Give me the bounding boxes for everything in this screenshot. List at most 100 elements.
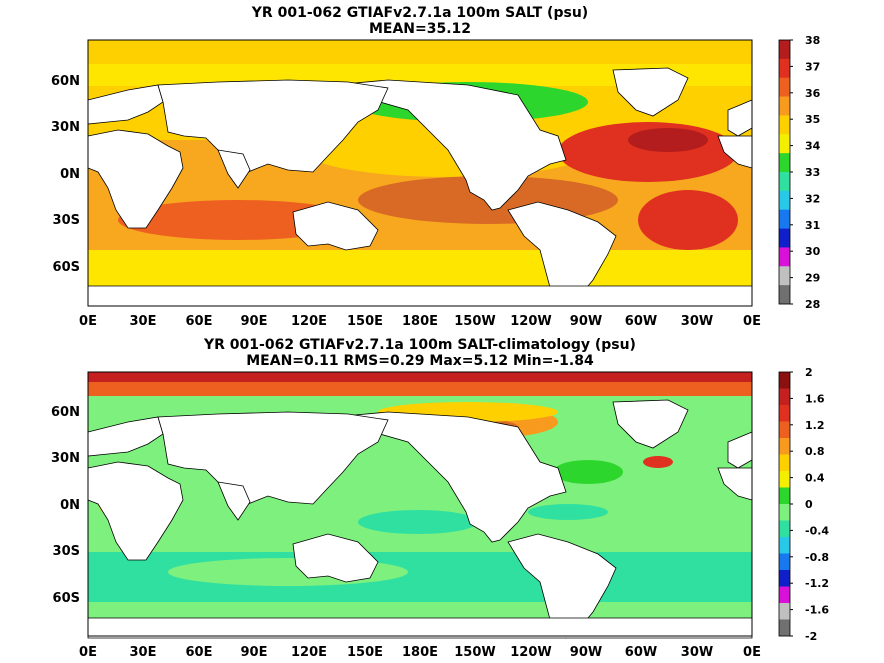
lat-tick: 30S <box>53 213 80 228</box>
colorbar-tick-label: 1.2 <box>805 419 825 432</box>
panel1-lat-axis: 60N 30N 0N 30S 60S <box>51 74 80 275</box>
colorbar-swatch <box>779 619 790 637</box>
lon-tick: 60E <box>186 645 213 660</box>
colorbar-swatch <box>779 454 790 472</box>
colorbar-swatch <box>779 421 790 439</box>
lon-tick: 0E <box>743 645 761 660</box>
lat-tick: 30S <box>53 544 80 559</box>
colorbar-tick-label: 37 <box>805 60 820 73</box>
lon-tick: 120E <box>291 314 327 329</box>
lon-tick: 30E <box>130 645 157 660</box>
lat-tick: 0N <box>60 167 80 182</box>
colorbar-tick-label: 1.6 <box>805 392 825 405</box>
lon-tick: 90W <box>570 645 602 660</box>
colorbar-swatch <box>779 372 790 389</box>
lon-tick: 0E <box>743 314 761 329</box>
panel1-map <box>87 39 753 307</box>
colorbar-swatch <box>779 504 790 521</box>
lat-tick: 60S <box>53 591 80 606</box>
lon-tick: 180E <box>402 645 438 660</box>
colorbar-swatch <box>779 586 790 604</box>
colorbar-swatch <box>779 77 790 97</box>
panel2-lon-axis: 0E 30E 60E 90E 120E 150E 180E 150W 120W … <box>79 645 761 660</box>
colorbar-swatch <box>779 487 790 505</box>
lat-tick: 0N <box>60 498 80 513</box>
lon-tick: 30W <box>681 314 713 329</box>
panel2-colorbar <box>778 371 791 637</box>
panel2-colorbar-labels: 2 1.6 1.2 0.8 0.4 0 -0.4 -0.8 -1.2 -1.6 -2 <box>790 366 829 643</box>
lon-tick: 60W <box>625 645 657 660</box>
panel1-colorbar-labels: 38 37 36 35 34 33 32 31 30 29 28 <box>790 34 821 311</box>
colorbar-swatch <box>779 209 790 229</box>
lon-tick: 90W <box>570 314 602 329</box>
colorbar-tick-label: -1.2 <box>805 577 829 590</box>
panel2-map <box>87 371 753 639</box>
colorbar-tick-label: -0.4 <box>805 524 829 537</box>
colorbar-tick-label: 38 <box>805 34 820 47</box>
colorbar-swatch <box>779 115 790 135</box>
colorbar-swatch <box>779 438 790 455</box>
colorbar-swatch <box>779 553 790 571</box>
panel2-title: YR 001-062 GTIAFv2.7.1a 100m SALT-climat… <box>203 337 636 353</box>
colorbar-swatch <box>779 405 790 422</box>
colorbar-swatch <box>779 266 790 286</box>
colorbar-tick-label: 0 <box>805 498 813 511</box>
colorbar-swatch <box>779 40 790 60</box>
colorbar-tick-label: 33 <box>805 166 820 179</box>
lon-tick: 30W <box>681 645 713 660</box>
lon-tick: 150E <box>347 314 383 329</box>
lon-tick: 0E <box>79 645 97 660</box>
colorbar-swatch <box>779 247 790 267</box>
lon-tick: 150W <box>454 314 495 329</box>
lon-tick: 30E <box>130 314 157 329</box>
colorbar-tick-label: -1.6 <box>805 604 829 617</box>
panel1-title: YR 001-062 GTIAFv2.7.1a 100m SALT (psu) <box>251 5 588 21</box>
colorbar-tick-label: 0.8 <box>805 445 825 458</box>
panel1-lon-axis: 0E 30E 60E 90E 120E 150E 180E 150W 120W … <box>79 314 761 329</box>
colorbar-swatch <box>779 190 790 211</box>
colorbar-swatch <box>779 58 790 79</box>
colorbar-tick-label: 30 <box>805 245 821 258</box>
lon-tick: 150W <box>454 645 495 660</box>
colorbar-tick-label: 2 <box>805 366 813 379</box>
colorbar-swatch <box>779 172 790 192</box>
lon-tick: 90E <box>241 314 268 329</box>
panel1-colorbar <box>778 39 791 305</box>
lon-tick: 150E <box>347 645 383 660</box>
colorbar-tick-label: 29 <box>805 272 820 285</box>
colorbar-swatch <box>779 153 790 173</box>
colorbar-swatch <box>779 228 790 248</box>
colorbar-swatch <box>779 570 790 587</box>
colorbar-swatch <box>779 471 790 488</box>
colorbar-tick-label: 36 <box>805 87 821 100</box>
lat-tick: 60N <box>51 405 80 420</box>
lon-tick: 60W <box>625 314 657 329</box>
colorbar-swatch <box>779 388 790 406</box>
colorbar-tick-label: -0.8 <box>805 551 829 564</box>
lon-tick: 120W <box>510 645 551 660</box>
lat-tick: 60N <box>51 74 80 89</box>
lon-tick: 180E <box>402 314 438 329</box>
colorbar-tick-label: 35 <box>805 113 820 126</box>
panel2-subtitle: MEAN=0.11 RMS=0.29 Max=5.12 Min=-1.84 <box>246 353 594 369</box>
colorbar-tick-label: 32 <box>805 192 820 205</box>
colorbar-swatch <box>779 603 790 620</box>
panel1-subtitle: MEAN=35.12 <box>369 21 471 37</box>
colorbar-swatch <box>779 134 790 154</box>
colorbar-tick-label: 34 <box>805 140 821 153</box>
lat-tick: 30N <box>51 120 80 135</box>
panel2-lat-axis: 60N 30N 0N 30S 60S <box>51 405 80 606</box>
lon-tick: 120W <box>510 314 551 329</box>
colorbar-swatch <box>779 520 790 538</box>
colorbar-tick-label: 31 <box>805 219 820 232</box>
colorbar-tick-label: -2 <box>805 630 817 643</box>
lon-tick: 60E <box>186 314 213 329</box>
colorbar-swatch <box>779 96 790 116</box>
lat-tick: 30N <box>51 451 80 466</box>
lon-tick: 120E <box>291 645 327 660</box>
lat-tick: 60S <box>53 260 80 275</box>
colorbar-swatch <box>779 285 790 305</box>
colorbar-tick-label: 0.4 <box>805 472 825 485</box>
lon-tick: 0E <box>79 314 97 329</box>
